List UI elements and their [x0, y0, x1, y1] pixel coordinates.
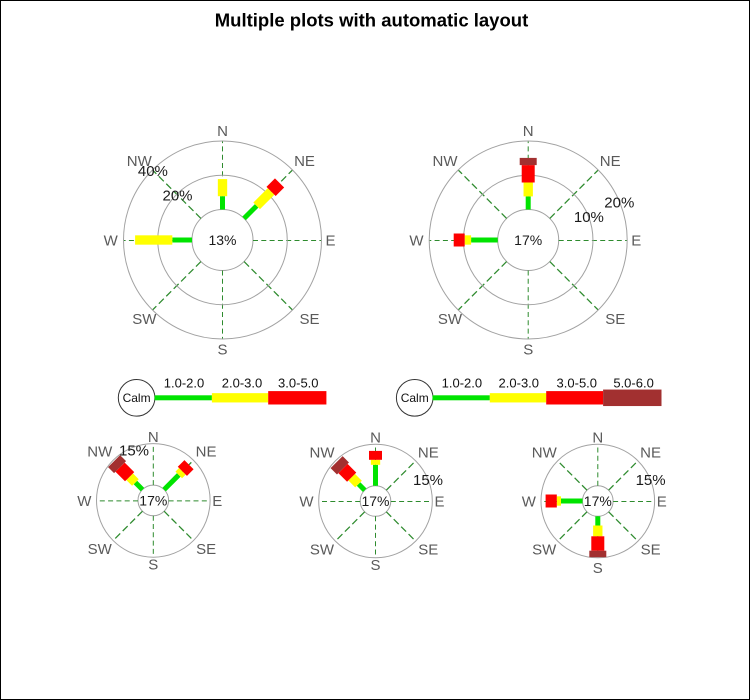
- svg-text:Calm: Calm: [401, 391, 429, 405]
- svg-text:15%: 15%: [413, 472, 443, 489]
- svg-text:NE: NE: [600, 153, 621, 170]
- svg-text:SE: SE: [196, 541, 216, 558]
- svg-text:N: N: [592, 429, 603, 446]
- svg-text:N: N: [523, 123, 534, 140]
- svg-text:W: W: [409, 232, 424, 249]
- svg-text:E: E: [434, 493, 444, 510]
- svg-text:E: E: [631, 232, 641, 249]
- svg-text:W: W: [299, 493, 314, 510]
- svg-text:1.0-2.0: 1.0-2.0: [164, 376, 204, 391]
- svg-text:5.0-6.0: 5.0-6.0: [613, 376, 653, 391]
- svg-text:20%: 20%: [604, 195, 634, 212]
- svg-text:S: S: [148, 557, 158, 574]
- svg-text:Multiple plots with automatic: Multiple plots with automatic layout: [215, 9, 528, 30]
- svg-text:Calm: Calm: [123, 391, 151, 405]
- svg-text:15%: 15%: [636, 472, 666, 489]
- svg-text:NW: NW: [310, 444, 336, 461]
- svg-text:S: S: [217, 341, 227, 358]
- svg-text:NE: NE: [196, 444, 217, 461]
- svg-text:E: E: [325, 232, 335, 249]
- svg-text:10%: 10%: [574, 209, 604, 226]
- svg-text:SE: SE: [605, 311, 625, 328]
- svg-text:NE: NE: [640, 444, 661, 461]
- svg-text:NW: NW: [87, 444, 113, 461]
- svg-text:SW: SW: [88, 541, 113, 558]
- svg-text:3.0-5.0: 3.0-5.0: [278, 376, 318, 391]
- svg-text:W: W: [77, 493, 92, 510]
- svg-text:SW: SW: [310, 541, 335, 558]
- svg-text:17%: 17%: [514, 232, 542, 248]
- svg-text:W: W: [104, 232, 119, 249]
- svg-text:17%: 17%: [584, 493, 612, 509]
- svg-text:E: E: [212, 493, 222, 510]
- svg-text:NW: NW: [433, 153, 459, 170]
- svg-text:13%: 13%: [208, 232, 236, 248]
- svg-text:SW: SW: [532, 541, 557, 558]
- svg-text:NW: NW: [532, 444, 558, 461]
- svg-text:SW: SW: [132, 311, 157, 328]
- svg-text:17%: 17%: [139, 492, 167, 508]
- svg-text:NW: NW: [127, 153, 153, 170]
- svg-text:15%: 15%: [119, 443, 149, 460]
- svg-text:NE: NE: [418, 444, 439, 461]
- svg-text:N: N: [370, 429, 381, 446]
- svg-text:N: N: [148, 429, 159, 446]
- svg-text:NE: NE: [294, 153, 315, 170]
- svg-text:S: S: [370, 557, 380, 574]
- svg-text:W: W: [522, 493, 537, 510]
- svg-text:E: E: [657, 493, 667, 510]
- svg-text:SE: SE: [418, 541, 438, 558]
- svg-text:2.0-3.0: 2.0-3.0: [222, 376, 262, 391]
- svg-text:SE: SE: [299, 311, 319, 328]
- svg-text:S: S: [523, 341, 533, 358]
- svg-text:40%: 40%: [138, 163, 168, 180]
- svg-text:SW: SW: [438, 311, 463, 328]
- svg-text:2.0-3.0: 2.0-3.0: [499, 376, 539, 391]
- svg-text:3.0-5.0: 3.0-5.0: [557, 376, 597, 391]
- svg-text:20%: 20%: [162, 187, 192, 204]
- svg-text:1.0-2.0: 1.0-2.0: [442, 376, 482, 391]
- svg-text:S: S: [593, 560, 603, 577]
- svg-text:N: N: [217, 123, 228, 140]
- svg-text:SE: SE: [641, 541, 661, 558]
- svg-text:17%: 17%: [361, 493, 389, 509]
